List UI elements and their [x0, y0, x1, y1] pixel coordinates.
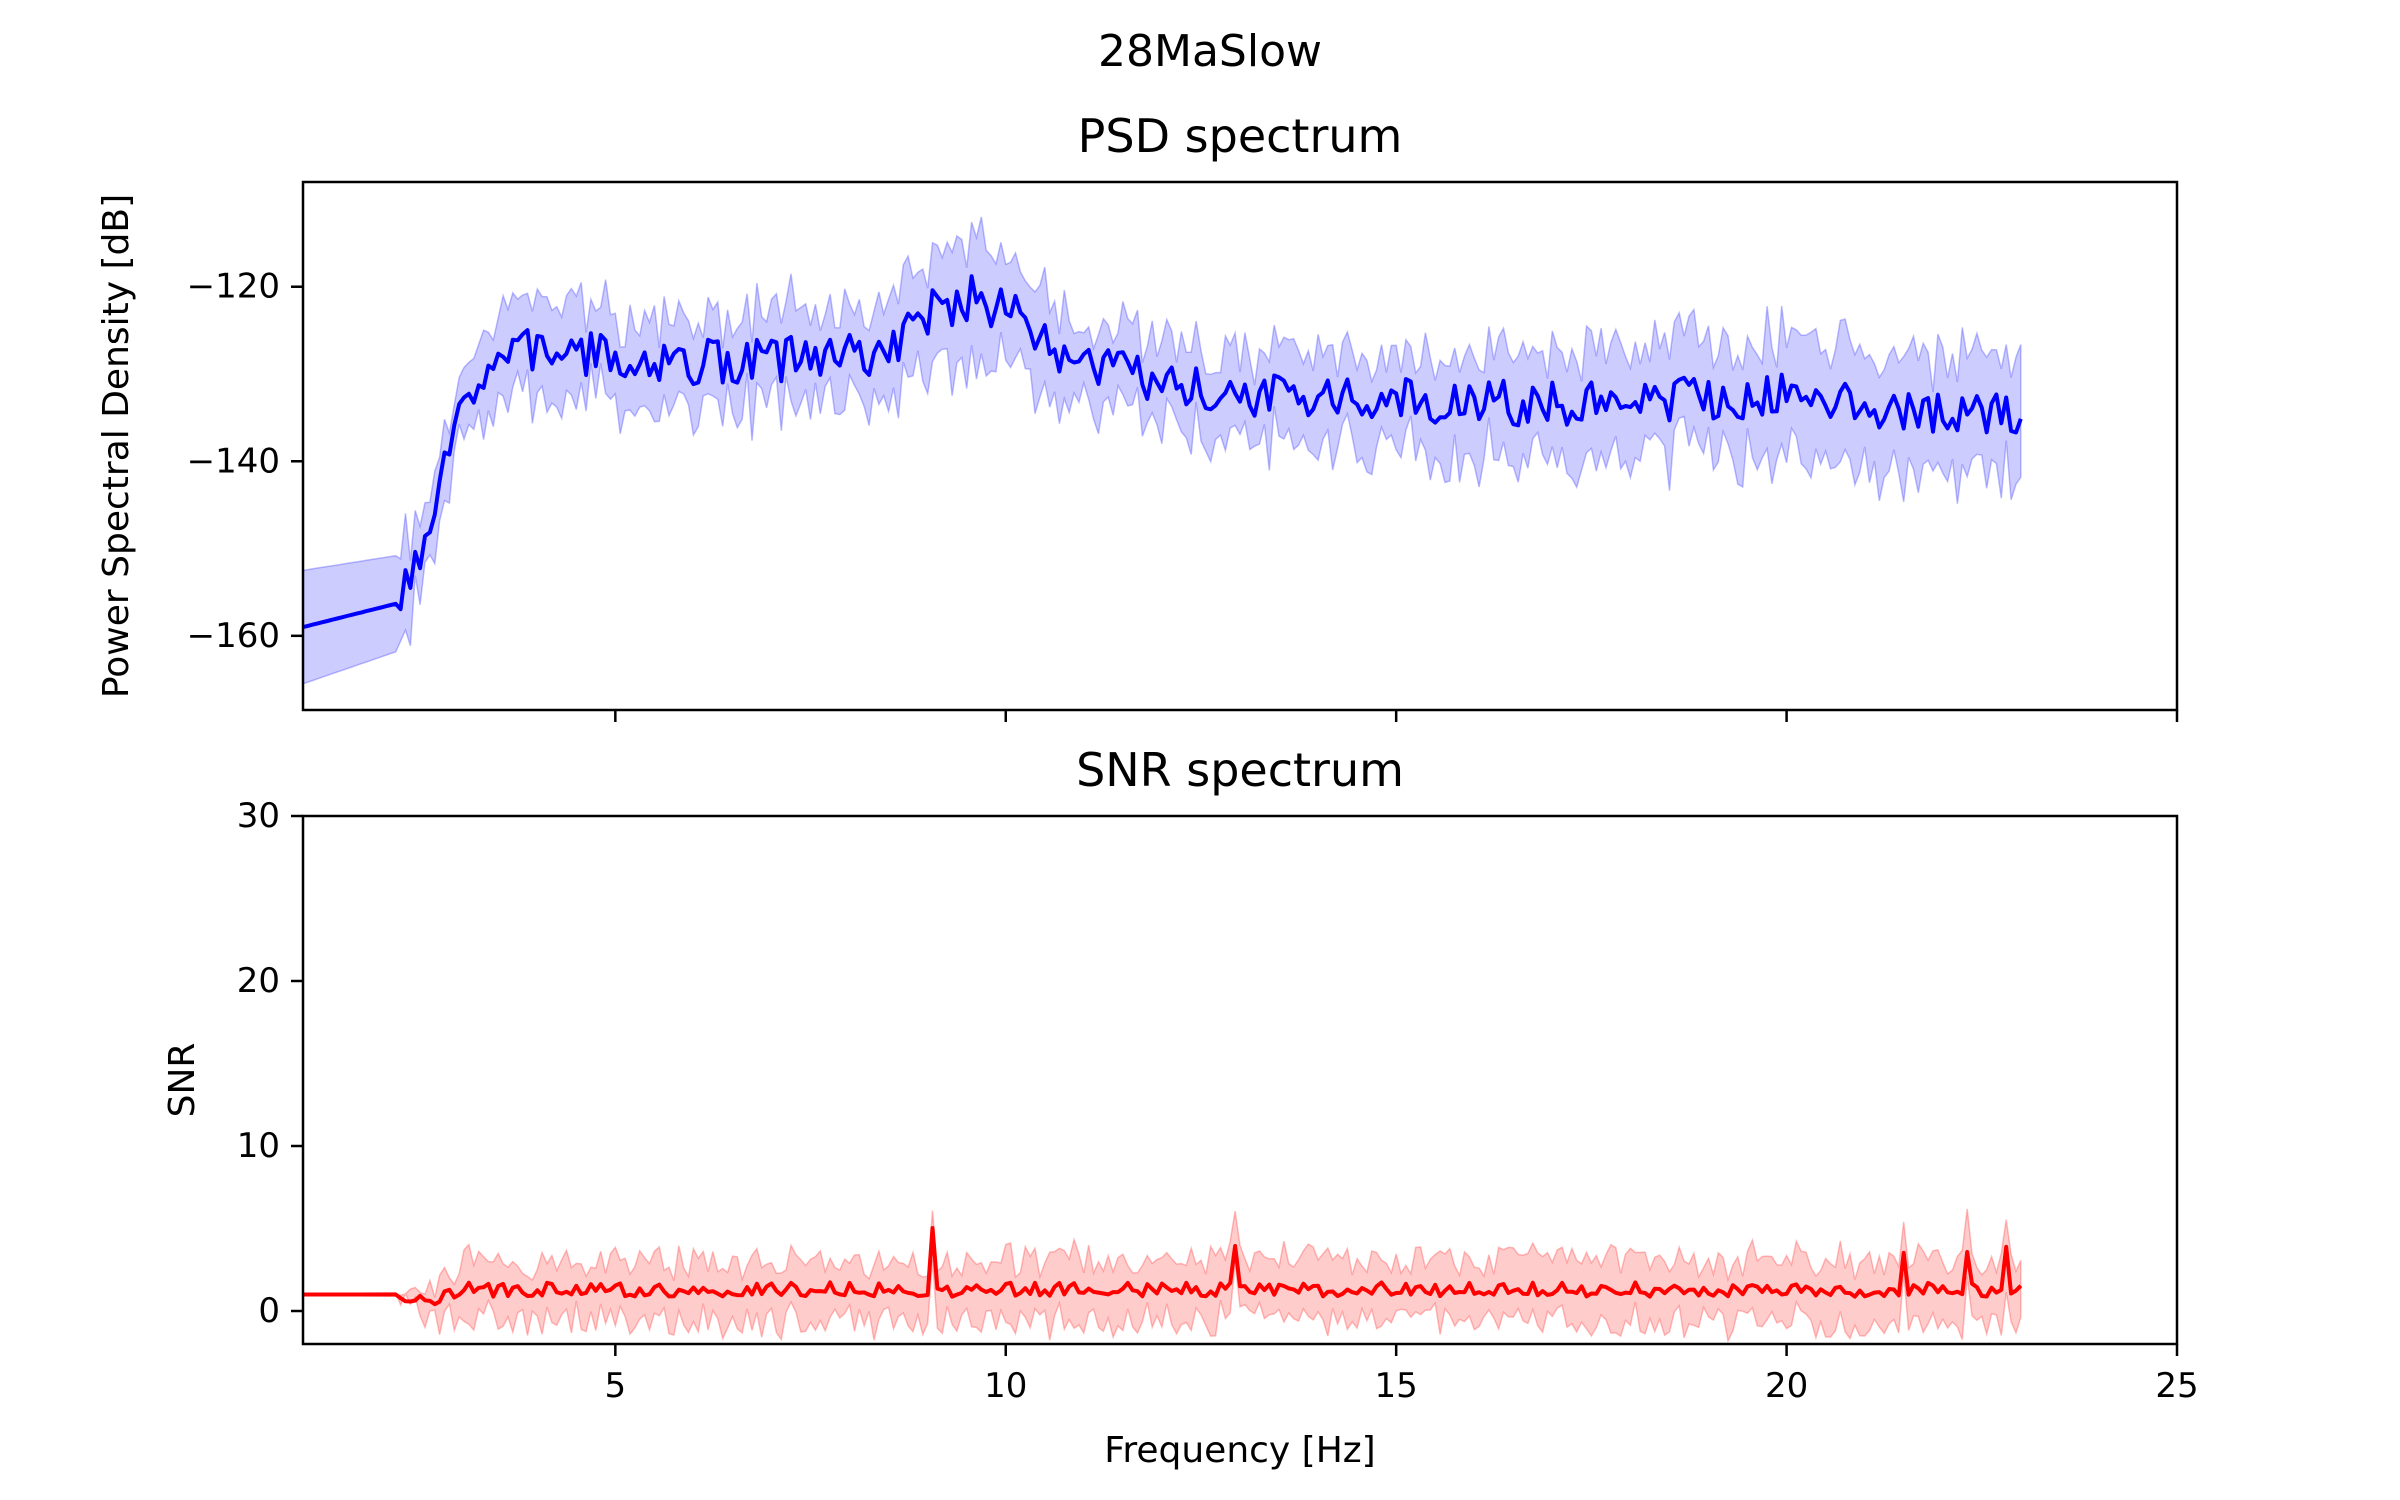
psd-y-tick-label-minus-120: −120 [187, 267, 280, 307]
snr-x-tick-label-15: 15 [1375, 1366, 1418, 1406]
psd-axes: PSD spectrum −120 −140 −160 Power Spectr… [96, 109, 2179, 722]
snr-x-ticks: 5 10 15 20 25 [605, 1344, 2199, 1406]
snr-x-tick-label-10: 10 [984, 1366, 1027, 1406]
snr-y-tick-label-20: 20 [237, 961, 280, 1001]
figure-suptitle: 28MaSlow [1098, 26, 1322, 77]
snr-mean-line [303, 1226, 2023, 1307]
snr-x-tick-label-5: 5 [605, 1366, 627, 1406]
snr-axes-title: SNR spectrum [1076, 743, 1404, 797]
snr-y-tick-label-30: 30 [237, 796, 280, 836]
snr-confidence-band [303, 1208, 2022, 1344]
psd-y-tick-label-minus-160: −160 [187, 616, 280, 656]
psd-axes-frame [301, 180, 2179, 712]
psd-y-axis-label: Power Spectral Density [dB] [96, 194, 137, 698]
snr-y-tick-label-10: 10 [237, 1126, 280, 1166]
snr-x-tick-label-25: 25 [2155, 1366, 2198, 1406]
psd-mean-line [303, 274, 2023, 630]
psd-y-tick-label-minus-140: −140 [187, 441, 280, 481]
psd-y-ticks: −120 −140 −160 [187, 267, 303, 656]
snr-axes-frame [301, 814, 2179, 1346]
snr-x-tick-label-20: 20 [1765, 1366, 1808, 1406]
snr-y-tick-label-0: 0 [258, 1291, 280, 1331]
snr-y-ticks: 0 10 20 30 [237, 796, 303, 1331]
x-axis-label: Frequency [Hz] [1104, 1430, 1375, 1471]
snr-axes: SNR spectrum 5 10 15 20 25 0 10 [162, 743, 2199, 1471]
psd-confidence-band [303, 216, 2022, 685]
snr-y-axis-label: SNR [162, 1043, 203, 1118]
psd-x-ticks [614, 710, 2179, 722]
psd-axes-title: PSD spectrum [1078, 109, 1403, 163]
